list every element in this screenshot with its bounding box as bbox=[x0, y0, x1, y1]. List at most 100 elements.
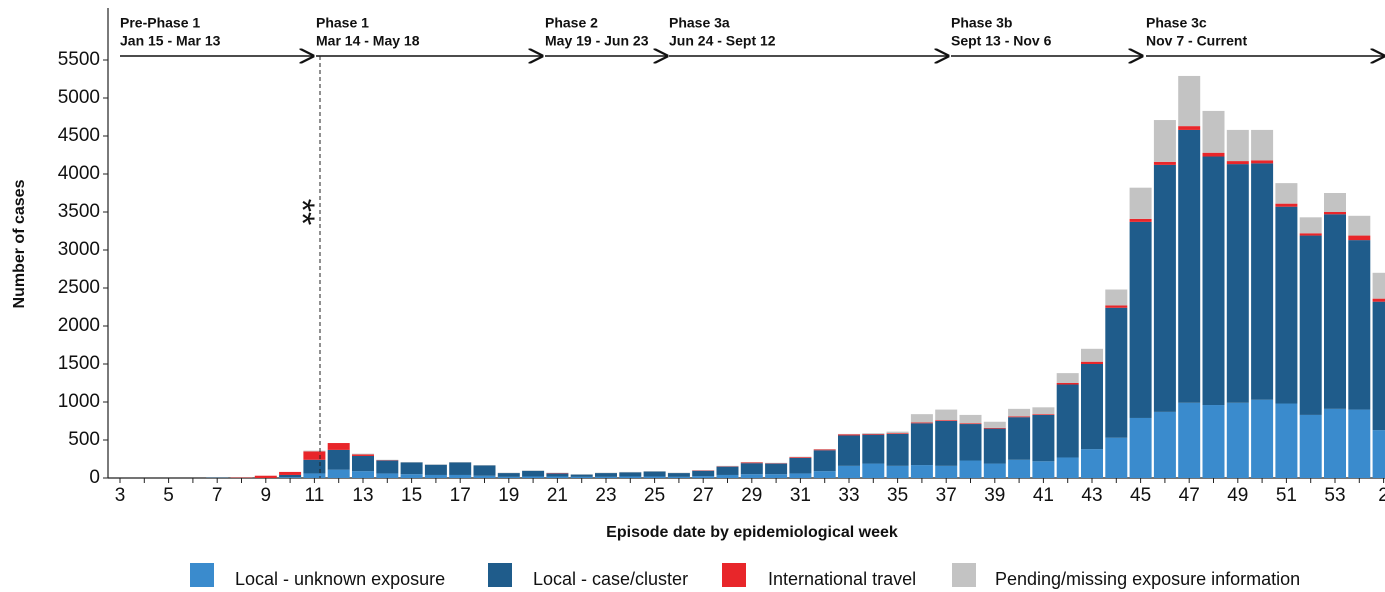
bar-segment bbox=[1178, 126, 1201, 130]
x-tick-label: 51 bbox=[1276, 485, 1297, 506]
bar-segment bbox=[522, 470, 545, 477]
bar-segment bbox=[327, 443, 350, 450]
x-tick-label: 23 bbox=[595, 485, 616, 506]
x-tick-label: 9 bbox=[261, 485, 272, 506]
bar-segment bbox=[1324, 193, 1346, 212]
y-axis-label: Number of cases bbox=[11, 179, 28, 308]
bar-segment bbox=[1348, 215, 1371, 236]
bar-segment bbox=[400, 474, 423, 478]
legend-swatch bbox=[722, 563, 746, 587]
bar-segment bbox=[619, 476, 642, 478]
bar-segment bbox=[1105, 437, 1128, 478]
bar-segment bbox=[1153, 161, 1176, 165]
x-tick-label: 49 bbox=[1227, 485, 1248, 506]
bar-segment bbox=[1202, 152, 1225, 157]
bar-segment bbox=[1105, 289, 1128, 306]
bar-segment bbox=[1299, 217, 1322, 234]
annotation: ** bbox=[283, 199, 321, 225]
bar-segment bbox=[886, 433, 909, 466]
bar-segment bbox=[352, 453, 374, 455]
bar-segment bbox=[643, 471, 666, 477]
y-tick-label: 5500 bbox=[58, 49, 100, 70]
bar-segment bbox=[1372, 272, 1385, 299]
bar-segment bbox=[1226, 161, 1249, 165]
bar-segment bbox=[1105, 307, 1128, 438]
bar-segment bbox=[959, 424, 982, 461]
bar-segment bbox=[1251, 160, 1274, 164]
bar-segment bbox=[935, 465, 958, 478]
bar-segment bbox=[789, 457, 812, 474]
bar-segment bbox=[1129, 417, 1152, 478]
phase-label: Phase 3b bbox=[951, 15, 1012, 31]
bar-segment bbox=[546, 473, 569, 477]
bar-segment bbox=[1178, 129, 1201, 403]
bar-segment bbox=[910, 465, 933, 478]
bar-segment bbox=[1081, 348, 1103, 362]
bar-segment bbox=[838, 465, 860, 478]
bar-segment bbox=[935, 420, 958, 421]
bar-segment bbox=[303, 459, 326, 474]
bar-segment bbox=[595, 473, 617, 477]
bar-segment bbox=[983, 463, 1006, 478]
bar-segment bbox=[1081, 449, 1103, 478]
bar-segment bbox=[424, 464, 447, 475]
bar-segment bbox=[983, 427, 1006, 429]
x-tick-label: 7 bbox=[212, 485, 223, 506]
legend-label: Pending/missing exposure information bbox=[995, 569, 1300, 589]
bar-segment bbox=[303, 450, 326, 452]
bar-segment bbox=[1226, 164, 1249, 403]
bar-segment bbox=[400, 462, 423, 475]
bar-segment bbox=[1275, 206, 1298, 404]
bar-segment bbox=[983, 428, 1006, 464]
bar-segment bbox=[497, 476, 520, 478]
bar-segment bbox=[789, 457, 812, 458]
x-tick-label: 2 bbox=[1378, 485, 1385, 506]
bar-segment bbox=[473, 465, 496, 476]
bar-segment bbox=[449, 462, 472, 475]
bar-segment bbox=[1105, 305, 1128, 308]
bar-segment bbox=[1324, 212, 1346, 215]
bar-segment bbox=[1348, 235, 1371, 241]
x-tick-label: 35 bbox=[887, 485, 908, 506]
phase-dates: Jan 15 - Mar 13 bbox=[120, 33, 221, 49]
x-tick-label: 33 bbox=[838, 485, 859, 506]
bar-segment bbox=[1299, 235, 1322, 415]
y-tick-label: 1000 bbox=[58, 391, 100, 412]
phase-dates: Jun 24 - Sept 12 bbox=[669, 33, 776, 49]
bar-segment bbox=[424, 474, 447, 478]
bar-segment bbox=[1251, 163, 1274, 400]
bar-segment bbox=[254, 475, 277, 478]
bar-segment bbox=[886, 465, 909, 478]
bar-segment bbox=[1372, 430, 1385, 478]
y-tick-label: 500 bbox=[68, 429, 100, 450]
bar-segment bbox=[813, 450, 836, 472]
bar-segment bbox=[935, 421, 958, 466]
bar-segment bbox=[740, 474, 763, 478]
phase-dates: Sept 13 - Nov 6 bbox=[951, 33, 1052, 49]
bar-segment bbox=[1226, 129, 1249, 162]
bar-segment bbox=[692, 476, 715, 478]
y-tick-label: 3000 bbox=[58, 239, 100, 260]
legend-label: Local - case/cluster bbox=[533, 569, 688, 589]
bar-segment bbox=[667, 476, 690, 478]
phase-label: Phase 1 bbox=[316, 15, 369, 31]
x-tick-label: 15 bbox=[401, 485, 422, 506]
bar-segment bbox=[279, 474, 302, 478]
bar-segment bbox=[1299, 414, 1322, 478]
bar-segment bbox=[959, 460, 982, 478]
bar-segment bbox=[716, 466, 739, 475]
x-tick-label: 43 bbox=[1081, 485, 1102, 506]
legend-label: International travel bbox=[768, 569, 916, 589]
bar-segment bbox=[765, 474, 788, 478]
bar-segment bbox=[789, 473, 812, 478]
bar-segment bbox=[910, 423, 933, 466]
bar-segment bbox=[862, 433, 885, 435]
bar-segment bbox=[1129, 218, 1152, 222]
legend-label: Local - unknown exposure bbox=[235, 569, 445, 589]
bar-segment bbox=[1178, 75, 1201, 127]
bar-segment bbox=[692, 470, 715, 477]
bar-segment bbox=[1129, 221, 1152, 418]
phase-label: Phase 3a bbox=[669, 15, 730, 31]
bar-segment bbox=[813, 471, 836, 478]
